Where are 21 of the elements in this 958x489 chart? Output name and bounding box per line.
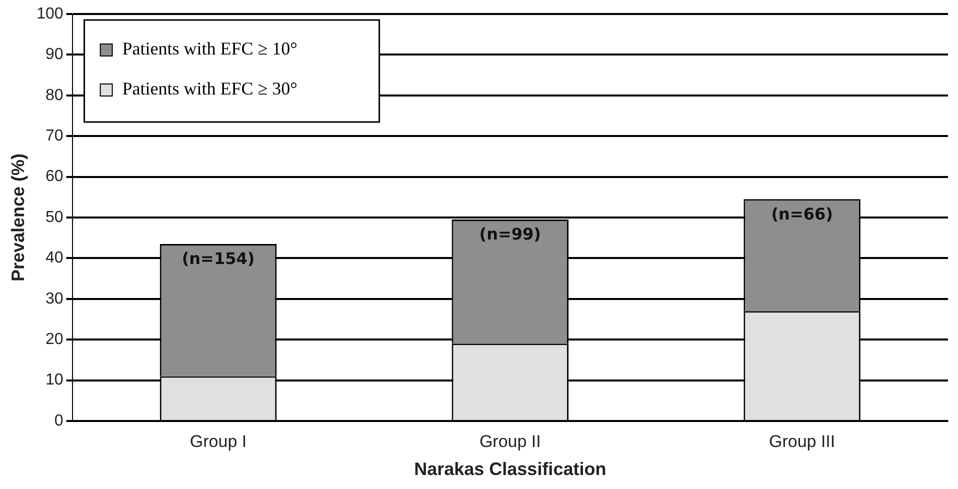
x-axis-title: Narakas Classification xyxy=(414,459,606,480)
y-tick-label: 90 xyxy=(46,46,64,64)
y-axis-title: Prevalence (%) xyxy=(8,153,28,282)
x-tick-label: Group III xyxy=(768,432,836,451)
x-tick-label: Group II xyxy=(479,432,541,451)
y-tick-label: 10 xyxy=(46,372,64,389)
y-tick-label: 30 xyxy=(46,290,64,308)
legend-label: Patients with EFC ≥ 10° xyxy=(122,38,298,59)
y-tick-label: 40 xyxy=(46,250,64,267)
y-tick-label: 100 xyxy=(36,5,64,22)
legend-label: Patients with EFC ≥ 30° xyxy=(122,78,298,99)
annotation: (n=66) xyxy=(771,204,833,224)
y-tick-label: 0 xyxy=(54,412,64,430)
x-tick-label: Group I xyxy=(190,432,247,451)
y-tick-label: 70 xyxy=(46,128,64,145)
y-tick-label: 60 xyxy=(46,168,64,186)
y-tick-label: 20 xyxy=(46,331,64,348)
y-tick-label: 80 xyxy=(46,86,64,104)
y-tick-label: 50 xyxy=(46,208,64,226)
annotation: (n=99) xyxy=(479,224,541,244)
annotation: (n=154) xyxy=(182,249,255,268)
